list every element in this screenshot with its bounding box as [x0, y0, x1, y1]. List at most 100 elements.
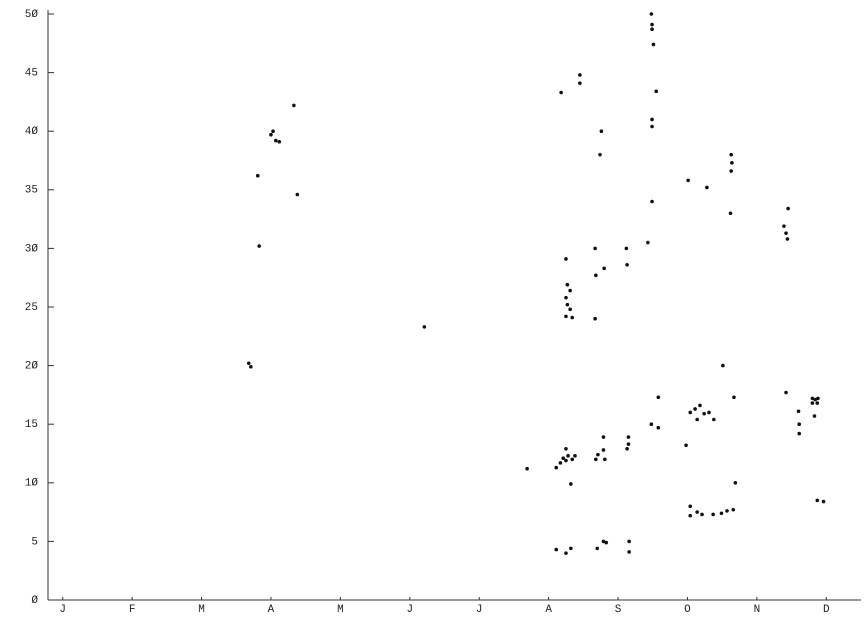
data-point: [601, 435, 606, 439]
data-point: [650, 27, 654, 32]
x-tick-label: N: [754, 604, 761, 616]
x-tick-label: D: [823, 604, 830, 616]
data-point: [246, 361, 251, 366]
data-point: [702, 411, 706, 416]
data-point: [688, 410, 693, 415]
data-point: [785, 237, 790, 241]
data-point: [686, 178, 690, 183]
data-point: [698, 403, 702, 408]
data-point: [816, 396, 820, 401]
data-point: [558, 461, 563, 465]
data-point: [271, 129, 275, 133]
data-point: [651, 42, 656, 47]
data-point: [561, 456, 566, 460]
data-point: [601, 448, 606, 452]
data-point: [705, 185, 709, 190]
data-point: [269, 132, 273, 137]
data-point: [257, 244, 261, 248]
data-point: [810, 396, 815, 401]
data-point: [569, 546, 573, 551]
data-point: [565, 282, 570, 287]
y-tick-label: 5: [31, 536, 38, 548]
data-point: [593, 246, 597, 251]
data-point: [578, 81, 582, 85]
data-point: [695, 417, 699, 422]
data-point: [650, 117, 654, 122]
data-point: [277, 139, 282, 144]
data-point: [625, 263, 629, 267]
data-point: [565, 302, 570, 307]
data-point: [649, 422, 654, 427]
data-point: [569, 482, 573, 486]
data-point: [596, 452, 600, 457]
x-tick-label: F: [129, 604, 136, 616]
x-tick-label: J: [476, 604, 483, 616]
x-tick-label: A: [545, 604, 552, 616]
data-point: [595, 546, 600, 551]
data-point: [650, 124, 654, 129]
x-tick-label: M: [198, 604, 205, 616]
data-point: [570, 457, 575, 462]
data-point: [650, 199, 654, 204]
data-point: [566, 454, 570, 458]
data-point: [719, 511, 724, 516]
data-point: [812, 414, 817, 418]
data-point: [693, 407, 697, 411]
data-point: [603, 457, 607, 462]
data-point: [707, 410, 711, 415]
data-point: [554, 465, 559, 470]
data-point: [625, 447, 629, 451]
data-point: [733, 481, 738, 485]
data-point: [656, 425, 661, 430]
data-point: [797, 422, 802, 427]
data-point: [815, 498, 820, 503]
data-point: [721, 363, 725, 368]
y-tick-label: 15: [25, 419, 38, 431]
data-point: [688, 513, 693, 518]
y-tick-label: 35: [25, 185, 38, 197]
data-point: [604, 540, 609, 545]
data-point: [594, 273, 598, 278]
data-point: [786, 206, 790, 211]
data-point: [688, 504, 693, 509]
data-point: [815, 401, 820, 405]
data-point: [594, 457, 598, 462]
data-point: [782, 224, 786, 228]
data-point: [728, 211, 733, 216]
data-point: [650, 22, 654, 27]
data-point: [292, 103, 296, 108]
data-point: [599, 129, 604, 133]
data-point: [554, 547, 559, 552]
data-point: [568, 288, 572, 293]
data-point: [564, 551, 568, 555]
data-point: [593, 316, 597, 321]
data-point: [730, 161, 734, 165]
data-point: [649, 12, 654, 16]
data-point: [626, 442, 631, 446]
data-point: [274, 138, 278, 143]
x-tick-label: J: [59, 604, 66, 616]
data-point: [784, 390, 788, 395]
data-point: [422, 325, 427, 329]
data-point: [729, 152, 733, 157]
data-point: [564, 257, 568, 261]
y-tick-label: 2Ø: [25, 361, 39, 373]
data-point: [564, 447, 568, 451]
data-point: [725, 509, 729, 513]
data-point: [295, 192, 300, 197]
x-tick-label: J: [406, 604, 413, 616]
data-point: [711, 512, 715, 517]
data-point: [695, 510, 699, 514]
data-point: [627, 539, 631, 544]
data-point: [654, 89, 659, 94]
data-point: [627, 550, 631, 554]
data-point: [601, 539, 606, 544]
data-point: [813, 397, 817, 402]
data-point: [821, 499, 826, 504]
data-point: [249, 364, 253, 369]
data-point: [255, 173, 260, 178]
y-tick-label: 25: [25, 302, 38, 314]
data-point: [626, 435, 631, 439]
